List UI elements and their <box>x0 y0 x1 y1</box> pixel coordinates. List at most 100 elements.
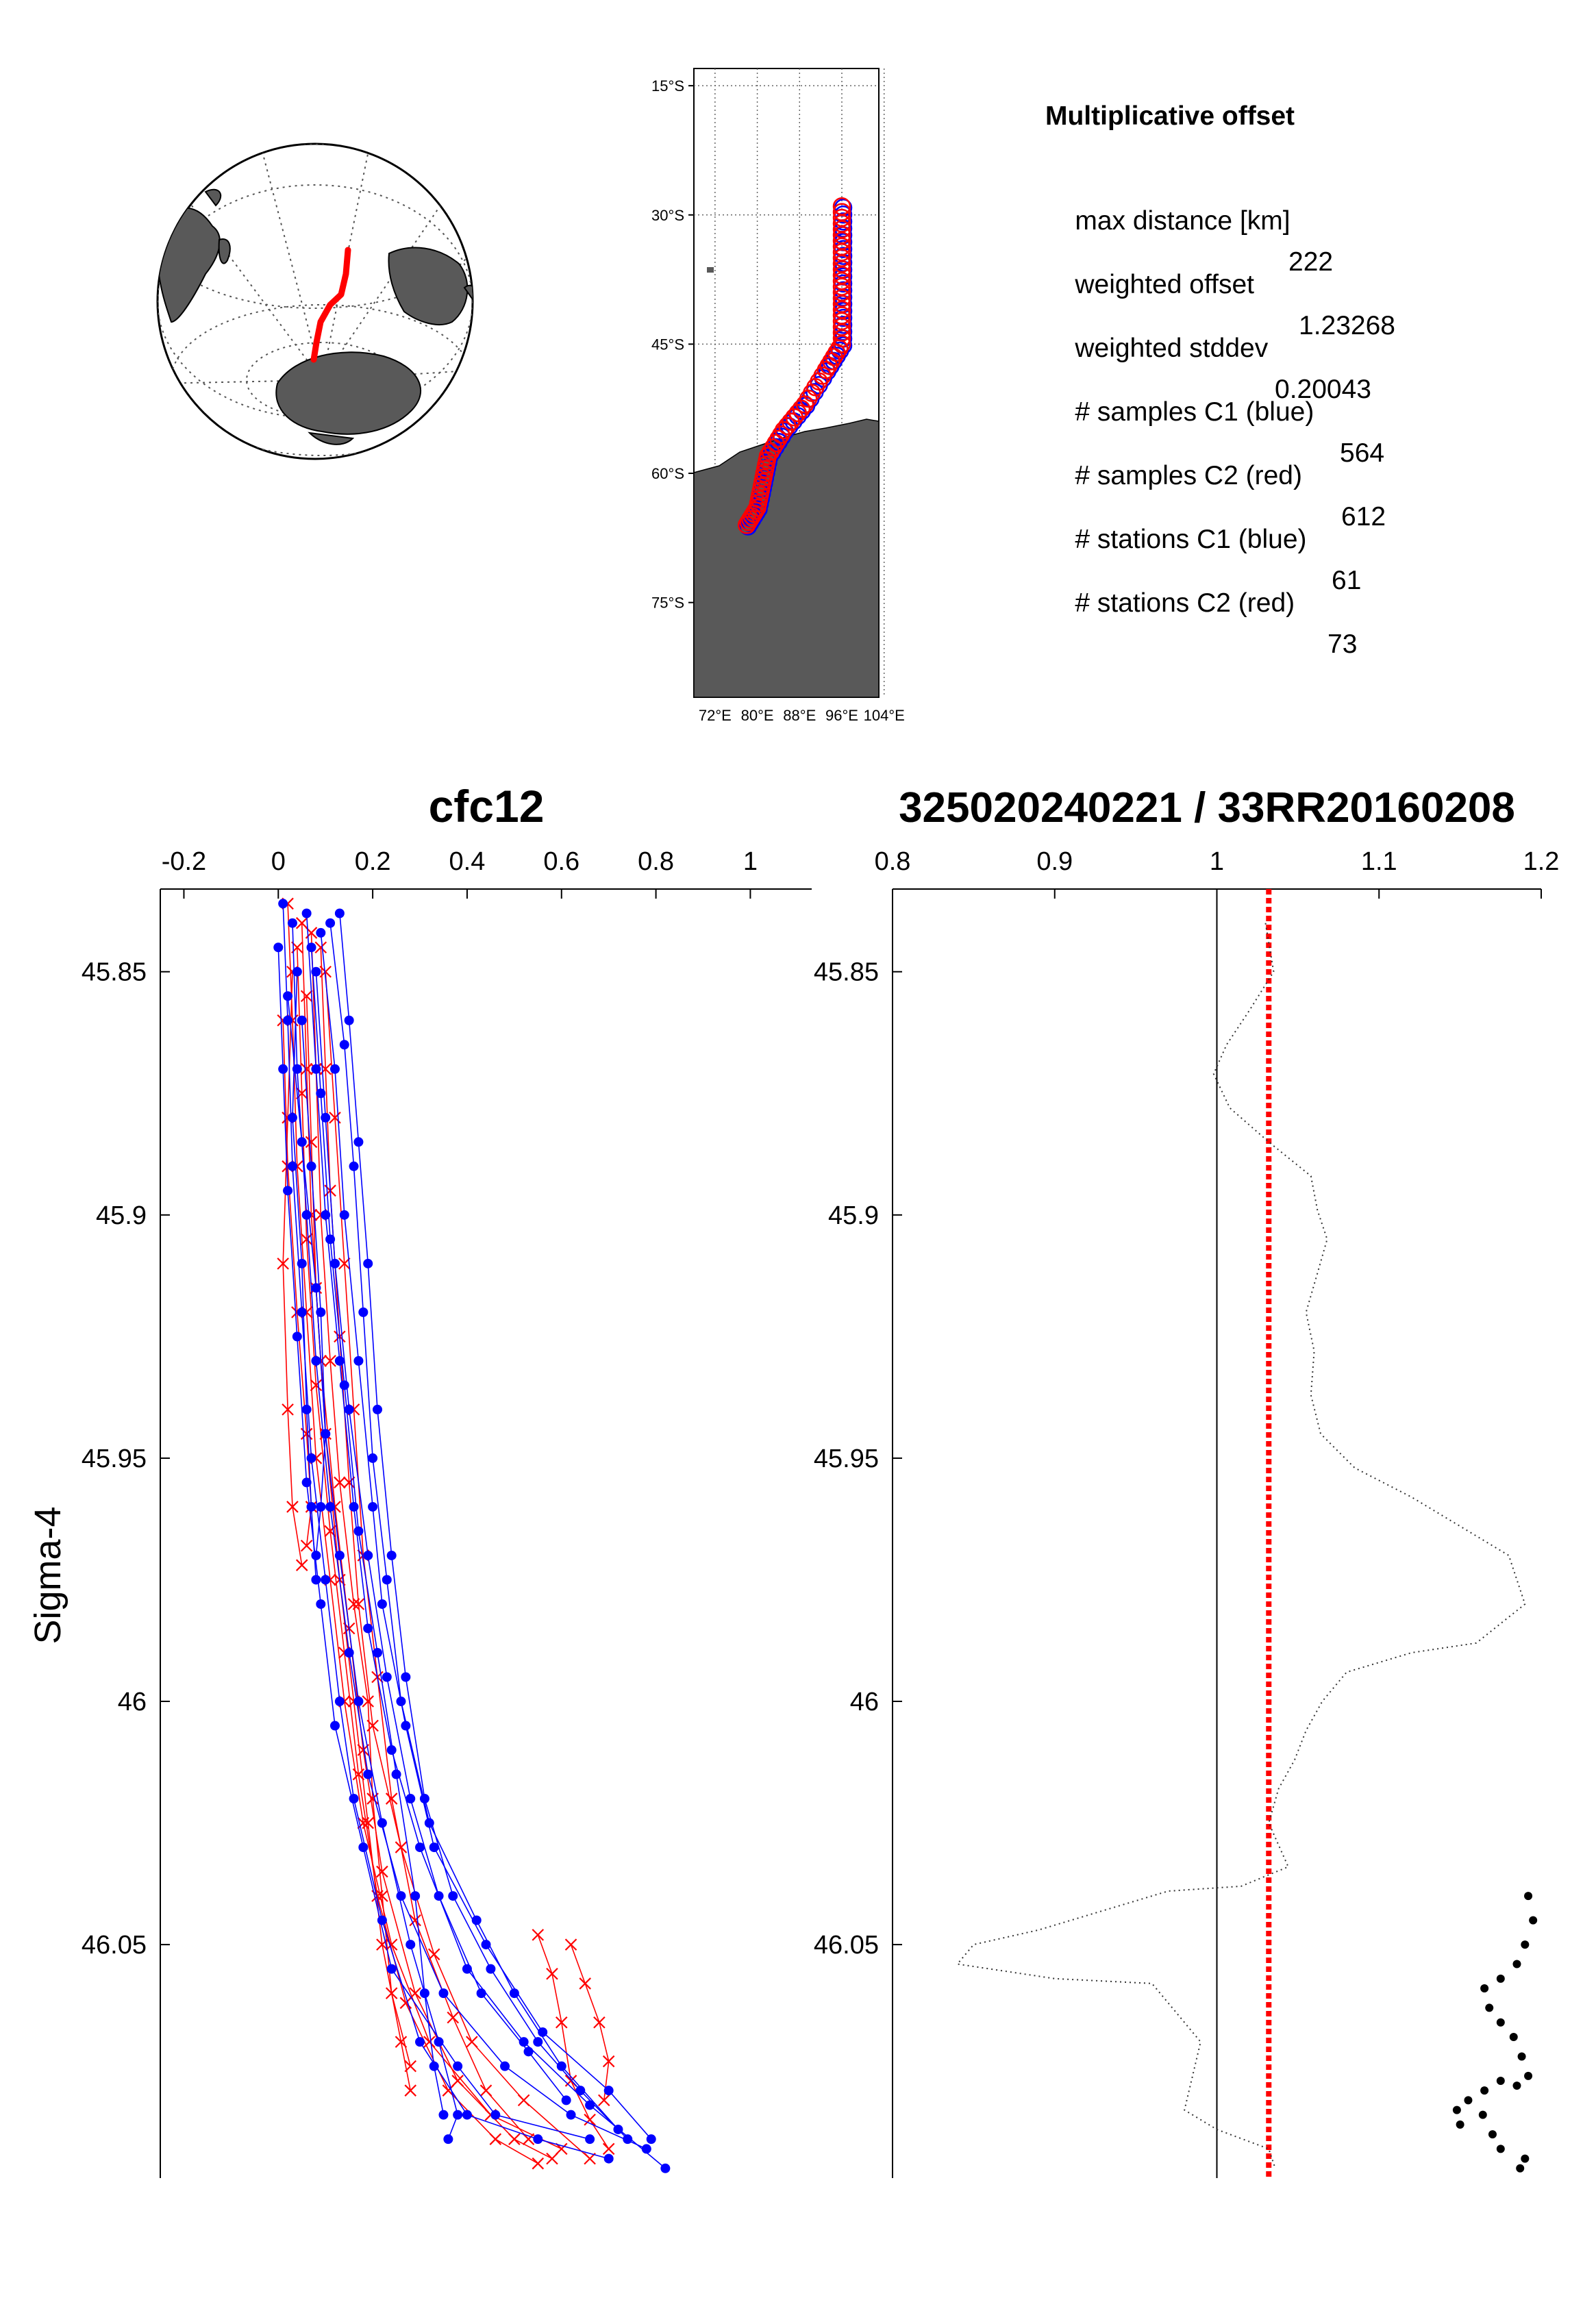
c1-point <box>283 1015 293 1025</box>
c2-point <box>362 1816 374 1829</box>
c1-point <box>410 1891 421 1901</box>
ratio-scatter-point <box>1496 2145 1505 2153</box>
map-station-c2 <box>737 516 756 534</box>
c1-point <box>334 1550 345 1560</box>
ratio-y-tick-label: 46 <box>850 1688 879 1716</box>
c1-point <box>353 1526 364 1536</box>
c1-point <box>368 1453 378 1463</box>
c1-point <box>353 1137 364 1147</box>
c2-point <box>338 1258 351 1270</box>
c1-point <box>287 1161 297 1171</box>
c2-point <box>593 2016 606 2029</box>
c1-point <box>500 2061 510 2071</box>
c2-profile-line <box>306 996 411 2091</box>
ratio-x-tick-label: 0.9 <box>1036 847 1073 876</box>
c2-point <box>447 2011 460 2024</box>
c1-point <box>358 1307 369 1317</box>
c2-point <box>546 2152 558 2165</box>
c2-point <box>277 1258 289 1270</box>
c1-point <box>316 1501 326 1512</box>
c2-point <box>300 990 313 1003</box>
stats-title: Multiplicative offset <box>1045 101 1295 131</box>
c1-point <box>292 966 302 977</box>
ratio-scatter-point <box>1517 2052 1526 2061</box>
c1-point <box>329 1064 340 1074</box>
c1-point <box>373 1404 382 1414</box>
c1-point <box>660 2163 671 2173</box>
stat-max-distance: max distance [km] 222 <box>1045 160 1525 277</box>
c1-point <box>316 927 326 938</box>
ratio-x-tick-label: 1 <box>1210 847 1224 876</box>
c1-point <box>406 1794 416 1804</box>
map-ticks: 15°S 30°S 45°S 60°S 75°S 72°E 80°E 88°E 96°E 104°… <box>651 77 905 724</box>
ratio-y-tick-label: 46.05 <box>814 1931 879 1960</box>
globe <box>156 142 474 460</box>
c1-point <box>311 1355 321 1366</box>
ratio-scatter-point <box>1480 2086 1489 2095</box>
c1-point <box>334 908 345 918</box>
c1-series <box>273 899 671 2173</box>
ratio-x-ticks: 0.8 0.9 1 1.1 1.2 <box>875 847 1559 899</box>
map-station-c2 <box>761 442 780 461</box>
c1-point <box>476 1988 486 1999</box>
c1-point <box>386 1964 397 1974</box>
map-track <box>737 197 853 536</box>
ratio-scatter-point <box>1456 2120 1464 2129</box>
c1-point <box>438 1988 449 1999</box>
cfc12-x-ticks: -0.2 0 0.2 0.4 0.6 0.8 1 <box>162 847 758 899</box>
c2-point <box>532 2157 545 2170</box>
map-lat-label: 75°S <box>651 595 684 612</box>
c1-point <box>429 2061 439 2071</box>
map-lon-label: 96°E <box>825 707 858 724</box>
c1-point <box>401 1672 411 1682</box>
c1-point <box>306 1453 316 1463</box>
c2-point <box>555 2142 568 2155</box>
c1-point <box>415 2037 425 2047</box>
map-lat-label: 45°S <box>651 336 684 353</box>
c1-point <box>363 1769 373 1779</box>
c1-point <box>396 1891 406 1901</box>
stat-value: 564 <box>1340 438 1385 468</box>
c1-point <box>283 991 293 1001</box>
c1-point <box>301 1477 312 1488</box>
c1-profile-line <box>277 947 590 2140</box>
c1-point <box>641 2144 651 2154</box>
c1-point <box>306 942 316 953</box>
c2-point <box>395 2036 408 2048</box>
c1-point <box>278 1064 288 1074</box>
c1-point <box>434 2037 444 2047</box>
c1-point <box>509 1988 519 1999</box>
c1-point <box>306 1501 316 1512</box>
ratio-profile-line <box>956 923 1526 2169</box>
c2-point <box>362 1695 374 1708</box>
c2-point <box>305 1136 318 1149</box>
stat-value: 73 <box>1327 629 1358 659</box>
c2-point <box>564 1938 577 1951</box>
c1-point <box>301 1210 312 1220</box>
c1-point <box>448 1891 458 1901</box>
c1-point <box>419 1988 429 1999</box>
map-station-c2 <box>766 434 785 453</box>
c1-point <box>519 2037 529 2047</box>
c1-point <box>316 1088 326 1099</box>
c1-point <box>311 1283 321 1293</box>
stat-label: # samples C2 (red) <box>1075 461 1302 490</box>
c1-point <box>278 899 288 909</box>
map-station-c2 <box>774 421 793 440</box>
c1-point <box>339 1380 349 1390</box>
c1-point <box>386 1745 397 1755</box>
c2-point <box>295 1559 308 1571</box>
cfc12-title: cfc12 <box>429 781 545 832</box>
c1-point <box>368 1501 378 1512</box>
c1-point <box>566 2110 576 2120</box>
ratio-scatter-point <box>1480 1984 1489 1993</box>
c1-point <box>523 2047 534 2057</box>
map-lon-label: 104°E <box>864 707 905 724</box>
cfc12-series-group <box>273 897 671 2173</box>
c1-profile-line <box>282 903 609 2160</box>
c1-point <box>325 918 336 928</box>
stat-value: 222 <box>1288 247 1334 277</box>
c1-point <box>316 1599 326 1609</box>
cfc12-y-ticks: 45.85 45.9 45.95 46 46.05 <box>82 958 170 1960</box>
